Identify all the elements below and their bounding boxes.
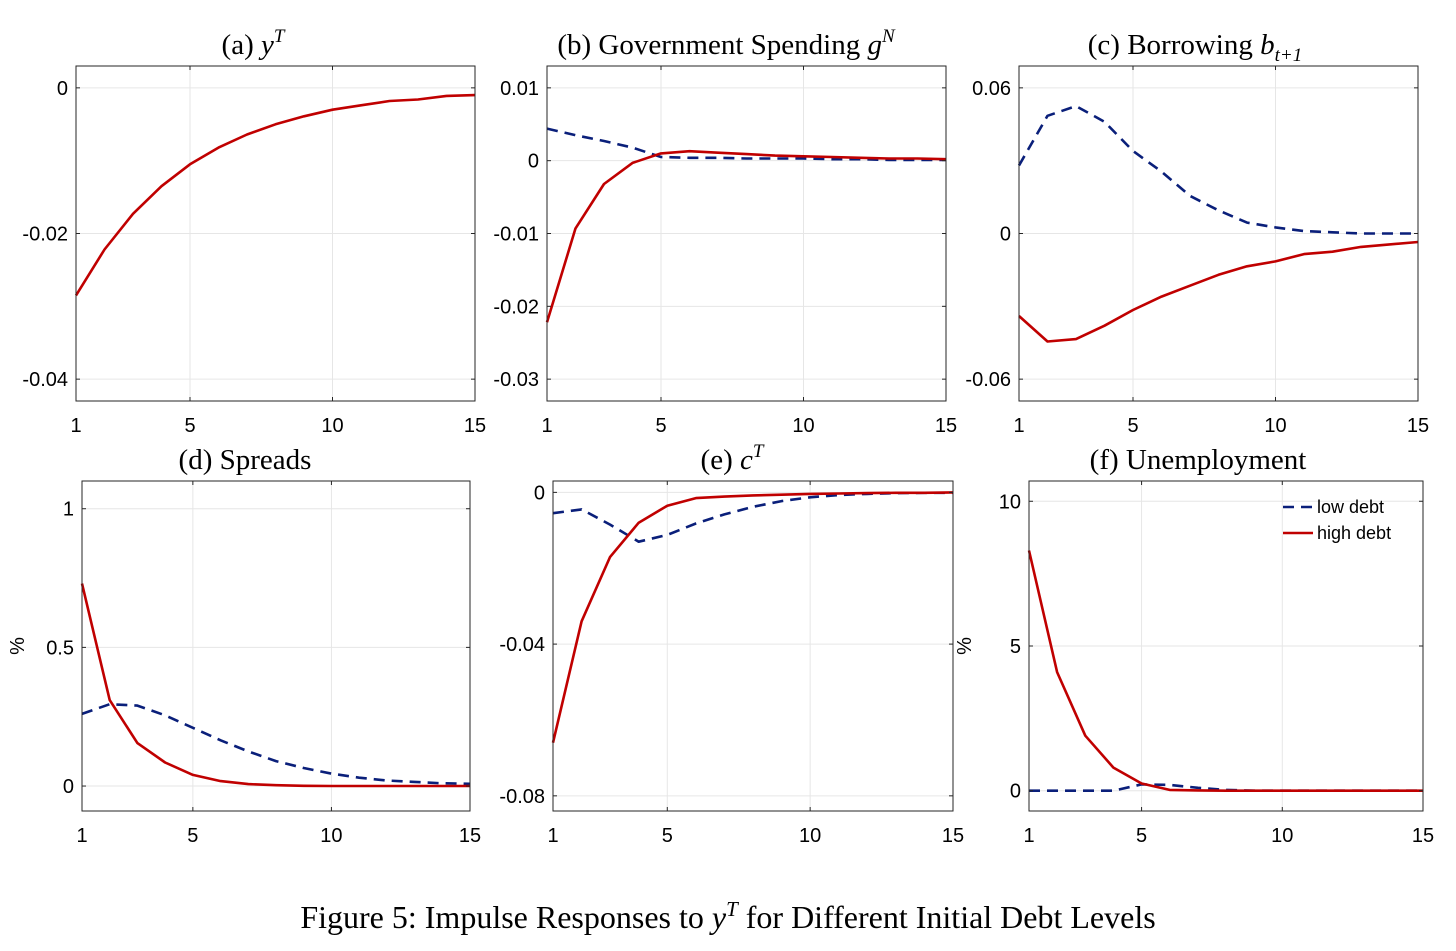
panel-c-x-tick-label: 10 [1264, 415, 1286, 437]
panel-f-y-axis-label: % [954, 637, 976, 655]
panel-e-x-tick-label: 15 [942, 825, 964, 847]
panel-c-title-text: (c) Borrowing [1088, 29, 1260, 61]
panels-container: 1 5 10 150-0.02-0.04(a) yT1 5 10 150.010-0.01-… [7, 26, 1434, 847]
panel-e-x-tick-label: 10 [799, 825, 821, 847]
panel-a-x-tick-label: 1 [70, 415, 81, 437]
panel-e-title: (e) cT [701, 441, 765, 476]
panel-d-y-tick-label: 1 [63, 499, 74, 521]
panel-a-title-math-sup: T [274, 26, 286, 47]
legend-label-high-debt: high debt [1317, 523, 1391, 543]
panel-b-y-tick-label: -0.01 [493, 224, 539, 246]
panel-d-plot-area [82, 481, 470, 811]
figure-caption: Figure 5: Impulse Responses to yT for Di… [300, 897, 1155, 935]
panel-b-y-tick-label: 0.01 [500, 78, 539, 100]
panel-e: 1 5 10 150-0.04-0.08(e) cT [499, 441, 964, 847]
panel-b-y-tick-label: 0 [528, 151, 539, 173]
panel-c-x-tick-label: 1 [1013, 415, 1024, 437]
panel-c-x-tick-label: 15 [1407, 415, 1429, 437]
panel-b-title-text: (b) Government Spending [557, 29, 867, 61]
panel-f-title-text: (f) Unemployment [1090, 444, 1307, 476]
panel-a-x-tick-label: 15 [464, 415, 486, 437]
panel-d-y-tick-label: 0 [63, 776, 74, 798]
panel-d-y-axis-label: % [7, 637, 29, 655]
panel-a-title: (a) yT [222, 26, 286, 61]
panel-a-title-math-base: y [258, 29, 274, 61]
panel-d-x-tick-label: 15 [459, 825, 481, 847]
panel-b-y-tick-label: -0.02 [493, 296, 539, 318]
panel-f-x-tick-label: 10 [1271, 825, 1293, 847]
panel-f-title: (f) Unemployment [1090, 444, 1307, 476]
panel-f-x-tick-label: 15 [1412, 825, 1434, 847]
panel-e-y-tick-label: 0 [534, 482, 545, 504]
panel-c-y-tick-label: 0.06 [972, 78, 1011, 100]
panel-d-x-tick-label: 10 [320, 825, 342, 847]
panel-e-y-tick-label: -0.04 [499, 634, 545, 656]
panel-e-x-tick-label: 5 [662, 825, 673, 847]
panel-b-title-math-sup: N [881, 26, 896, 47]
panel-e-plot-area [553, 481, 953, 811]
panel-d-x-tick-label: 1 [76, 825, 87, 847]
panel-b-title: (b) Government Spending gN [557, 26, 896, 61]
panel-c-title-math-sub: t+1 [1275, 45, 1303, 66]
panel-d-y-tick-label: 0.5 [46, 637, 74, 659]
panel-b-x-tick-label: 1 [541, 415, 552, 437]
panel-b-series-high-debt [545, 149, 947, 323]
panel-f-x-tick-label: 1 [1023, 825, 1034, 847]
panel-e-axes-frame [552, 480, 954, 812]
panel-e-series-high-debt [551, 491, 954, 743]
panel-c-x-tick-label: 5 [1127, 415, 1138, 437]
panel-a: 1 5 10 150-0.02-0.04(a) yT [22, 26, 486, 437]
panel-a-series-high-debt [74, 93, 476, 297]
panel-d-x-tick-label: 5 [187, 825, 198, 847]
legend-label-low-debt: low debt [1317, 497, 1384, 517]
panel-e-title-math-sup: T [753, 441, 765, 462]
panel-a-y-tick-label: -0.02 [22, 224, 68, 246]
panel-d-series-high-debt [80, 583, 470, 788]
panel-f-y-tick-label: 5 [1010, 636, 1021, 658]
panel-a-y-tick-label: 0 [57, 78, 68, 100]
panel-d-title-text: (d) Spreads [179, 444, 312, 476]
panel-d-axes-frame [81, 480, 471, 812]
panel-c-series-high-debt [1018, 240, 1419, 343]
panel-c-y-tick-label: 0 [1000, 224, 1011, 246]
figure-caption-var: y [709, 899, 727, 935]
panel-c-title-math-base: b [1260, 29, 1275, 61]
panel-a-x-tick-label: 10 [321, 415, 343, 437]
panel-a-title-text: (a) [222, 29, 261, 61]
panel-c-series-low-debt [1017, 104, 1418, 235]
panel-b-series-low-debt [546, 127, 946, 162]
panel-f-x-tick-label: 5 [1136, 825, 1147, 847]
figure-caption-sup: T [726, 897, 739, 921]
panel-e-title-math-base: c [740, 444, 753, 476]
panel-c-y-tick-label: -0.06 [965, 369, 1011, 391]
panel-a-y-tick-label: -0.04 [22, 369, 68, 391]
panel-e-y-tick-label: -0.08 [499, 786, 545, 808]
panel-e-title-text: (e) [701, 444, 740, 476]
panel-d-series-low-debt [81, 702, 471, 786]
panel-e-x-tick-label: 1 [547, 825, 558, 847]
panel-b-title-math-base: g [867, 29, 882, 61]
panel-b-y-tick-label: -0.03 [493, 369, 539, 391]
panel-f-series-high-debt [1027, 550, 1423, 793]
panel-b-x-tick-label: 5 [655, 415, 666, 437]
panel-b-x-tick-label: 15 [935, 415, 957, 437]
figure-caption-prefix: Figure 5: Impulse Responses to [300, 899, 712, 935]
panel-a-x-tick-label: 5 [184, 415, 195, 437]
panel-c: 1 5 10 150.060-0.06(c) Borrowing bt+1 [965, 29, 1429, 437]
panel-b-x-tick-label: 10 [792, 415, 814, 437]
panel-f-y-tick-label: 10 [999, 491, 1021, 513]
panel-b: 1 5 10 150.010-0.01-0.02-0.03(b) Government… [493, 26, 957, 437]
panel-c-title: (c) Borrowing bt+1 [1088, 29, 1302, 66]
panel-f-y-tick-label: 0 [1010, 781, 1021, 803]
figure-caption-suffix: for Different Initial Debt Levels [738, 899, 1156, 935]
panel-d-title: (d) Spreads [179, 444, 312, 476]
